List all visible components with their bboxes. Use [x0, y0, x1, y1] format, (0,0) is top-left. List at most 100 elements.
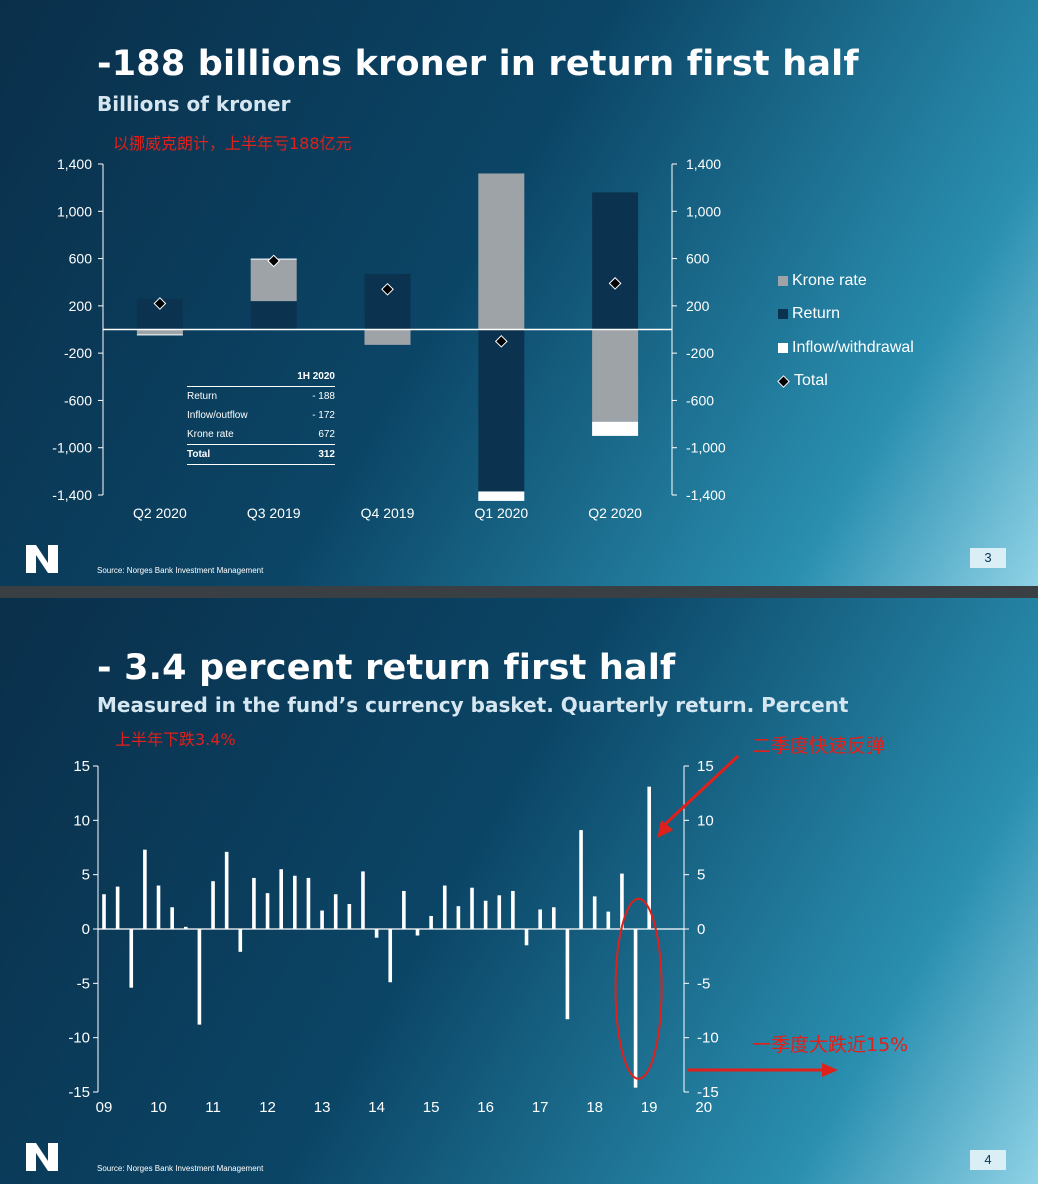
- return-bar: [238, 929, 243, 952]
- row-label: Total: [187, 449, 211, 460]
- y-tick-label-right: -200: [686, 345, 714, 361]
- y-tick-label-left: 200: [69, 298, 93, 314]
- slide-separator: [0, 586, 1038, 598]
- y-tick-label-left: -200: [64, 345, 92, 361]
- slide-subtitle: Billions of kroner: [97, 92, 291, 116]
- legend-inflow-withdrawal: Inflow/withdrawal: [778, 339, 914, 357]
- return-bar: [402, 890, 406, 929]
- page-number: 3: [970, 548, 1006, 568]
- x-tick-label: 10: [150, 1099, 167, 1116]
- slide-title: -188 billions kroner in return first hal…: [97, 44, 859, 84]
- bar-return: [250, 301, 297, 330]
- bar-return: [478, 329, 525, 492]
- return-bar: [156, 885, 161, 929]
- table-row: Krone rate 672: [187, 425, 335, 444]
- return-bar: [538, 909, 542, 929]
- y-tick-label-left: -15: [68, 1084, 90, 1101]
- y-tick-label-right: 5: [697, 867, 705, 884]
- return-bar: [483, 900, 488, 929]
- return-bar: [429, 915, 433, 929]
- source-note: Source: Norges Bank Investment Managemen…: [97, 566, 264, 575]
- total-marker: [494, 334, 508, 348]
- return-bar: [442, 885, 447, 929]
- row-value: 312: [318, 449, 335, 460]
- row-label: Return: [187, 391, 218, 402]
- legend-swatch: [778, 309, 788, 319]
- legend-label: Return: [792, 305, 841, 322]
- y-tick-label-right: 600: [686, 251, 710, 267]
- page-number: 4: [970, 1150, 1006, 1170]
- nbim-logo: [26, 545, 58, 573]
- return-bar: [551, 907, 556, 929]
- nbim-logo: [26, 1143, 58, 1171]
- stacked-bar-chart: 1,400 1,400 1,000 1,000 600 600 200 200 -200 -200…: [52, 156, 726, 521]
- return-bar: [633, 929, 638, 1088]
- x-tick-label: 20: [695, 1099, 712, 1116]
- table-header: 1H 2020: [187, 366, 335, 387]
- return-bar: [129, 929, 134, 988]
- x-tick-label: 15: [423, 1099, 440, 1116]
- annotation-cn-first-half: 上半年下跌3.4%: [115, 730, 236, 749]
- table-row: Return - 188: [187, 387, 335, 406]
- arrow-head-q1: [822, 1063, 838, 1077]
- bar-return: [592, 192, 639, 330]
- legend-swatch: [778, 276, 788, 286]
- x-tick-label: 18: [586, 1099, 603, 1116]
- slide-3: -188 billions kroner in return first hal…: [0, 0, 1038, 586]
- return-bar: [374, 929, 379, 938]
- table-header-label: 1H 2020: [297, 370, 335, 382]
- return-bar: [279, 869, 283, 929]
- x-tick-label: Q3 2019: [247, 505, 301, 521]
- return-bar: [333, 894, 338, 929]
- x-tick-label: Q4 2019: [361, 505, 415, 521]
- y-tick-label-right: 0: [697, 921, 705, 938]
- arrow-line-q2: [662, 754, 740, 828]
- legend-label: Krone rate: [792, 272, 867, 289]
- bar-inflow-withdrawal: [136, 334, 183, 336]
- return-bar: [115, 886, 120, 929]
- y-tick-label-left: -10: [68, 1030, 90, 1047]
- bar-inflow-withdrawal: [478, 491, 525, 501]
- diamond-icon: [777, 374, 790, 388]
- return-bar: [388, 929, 393, 983]
- x-tick-label: Q2 2020: [588, 505, 642, 521]
- return-bar: [347, 904, 352, 929]
- total-marker: [608, 277, 622, 290]
- x-tick-label: Q2 2020: [133, 505, 187, 521]
- return-bar: [415, 929, 420, 936]
- return-bar: [252, 877, 256, 929]
- legend-total: Total: [777, 372, 828, 390]
- row-label: Krone rate: [187, 429, 234, 440]
- y-tick-label-left: -5: [77, 975, 90, 992]
- return-bar: [470, 887, 474, 929]
- return-bar: [361, 871, 365, 929]
- y-tick-label-right: -5: [697, 975, 710, 992]
- slide-title: - 3.4 percent return first half: [97, 648, 676, 688]
- y-tick-label-right: 1,400: [686, 156, 721, 172]
- bar-krone-rate: [592, 329, 639, 422]
- return-bar: [320, 910, 324, 929]
- highlight-ellipse: [614, 897, 663, 1080]
- x-tick-label: 09: [96, 1099, 113, 1116]
- return-bar: [224, 851, 229, 929]
- return-bar: [497, 895, 502, 929]
- y-tick-label-left: 1,000: [57, 203, 92, 219]
- bar-krone-rate: [478, 173, 525, 330]
- y-tick-label-left: 0: [82, 921, 90, 938]
- return-bar: [620, 873, 624, 929]
- y-tick-label-left: 5: [82, 867, 90, 884]
- annotation-cn-q2-rebound: 二季度快速反弹: [752, 735, 886, 757]
- return-bar: [143, 849, 147, 929]
- row-value: - 188: [312, 391, 335, 402]
- y-tick-label-right: -15: [697, 1084, 719, 1101]
- legend-swatch: [778, 343, 788, 353]
- y-tick-label-right: 200: [686, 298, 710, 314]
- bar-krone-rate: [136, 329, 183, 335]
- y-tick-label-right: -1,400: [686, 487, 726, 503]
- return-bar: [579, 830, 583, 929]
- arrow-head-q2: [657, 820, 674, 838]
- y-tick-label-right: 1,000: [686, 203, 721, 219]
- bar-return: [364, 273, 411, 330]
- y-tick-label-left: 600: [69, 251, 93, 267]
- x-tick-label: 14: [368, 1099, 385, 1116]
